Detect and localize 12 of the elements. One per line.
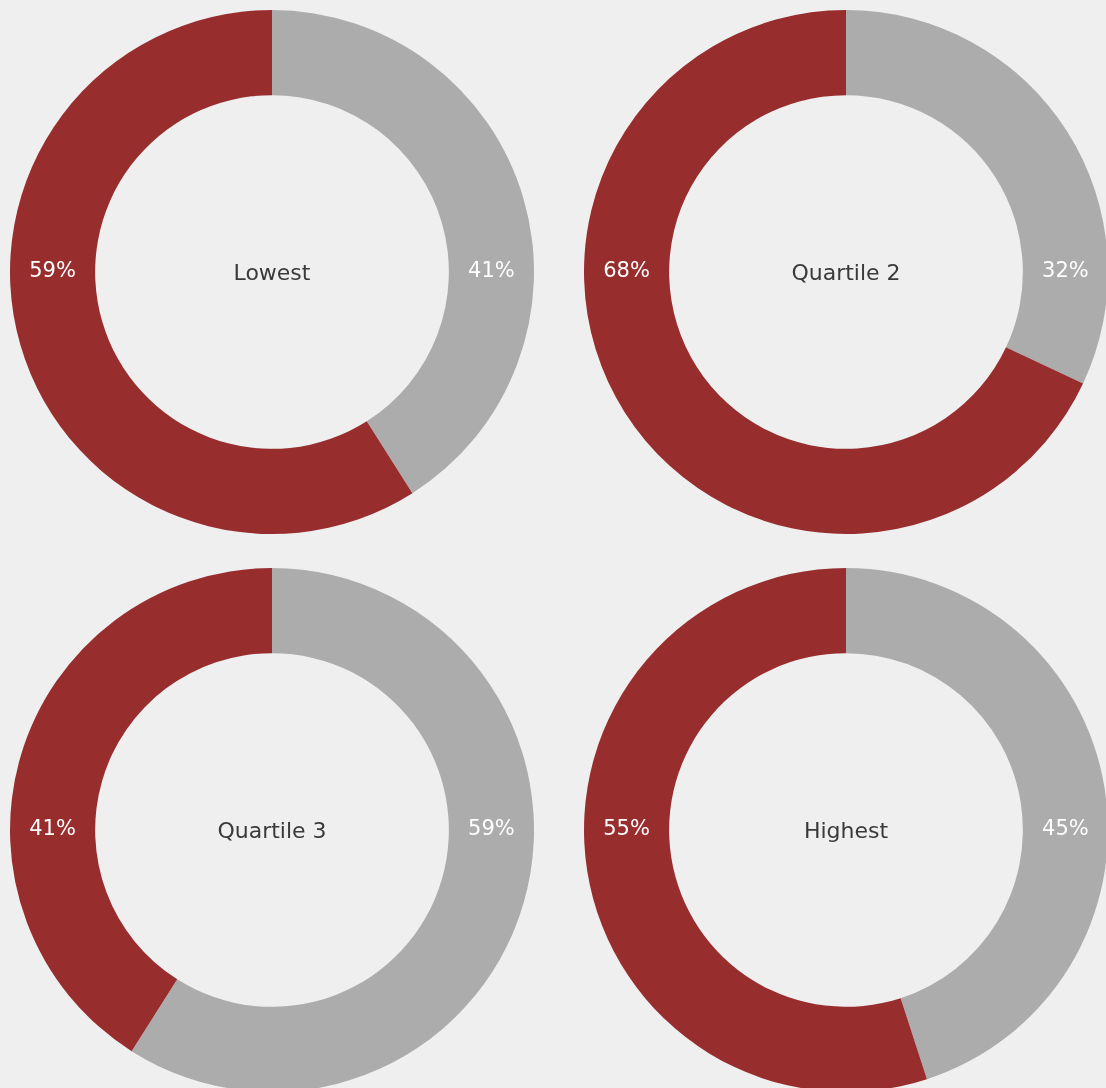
data-label: 32%: [1042, 258, 1089, 283]
data-label: 59%: [29, 258, 76, 283]
data-label: 55%: [603, 816, 650, 841]
data-label: 41%: [29, 816, 76, 841]
text: Highest: [803, 817, 889, 843]
text: Quartile 3: [217, 817, 327, 843]
data-label: 45%: [1042, 816, 1089, 841]
data-label: 59%: [468, 816, 515, 841]
text: Lowest: [233, 259, 311, 285]
data-label: 41%: [468, 258, 515, 283]
data-label: 68%: [603, 258, 650, 283]
text: Quartile 2: [791, 259, 901, 285]
